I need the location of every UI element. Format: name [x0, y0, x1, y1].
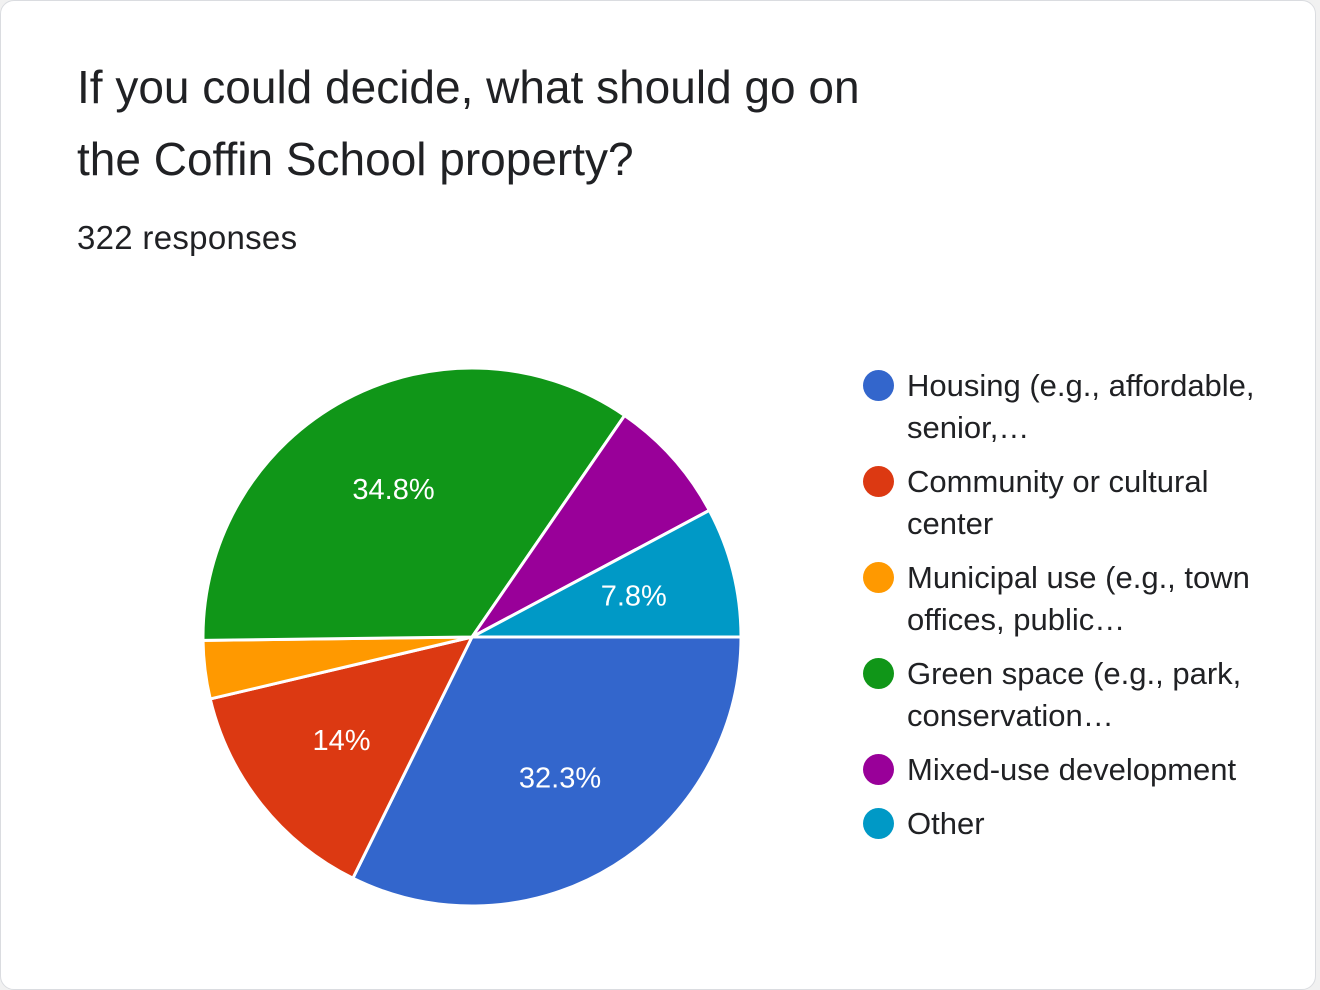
legend-item-housing[interactable]: Housing (e.g., affordable, senior,… — [861, 365, 1281, 449]
pie-slice-community[interactable] — [208, 635, 474, 880]
pie-data-label-green-space: 34.8% — [352, 474, 434, 506]
legend-label: Municipal use (e.g., town offices, publi… — [907, 560, 1250, 637]
legend-swatch-icon — [863, 466, 894, 497]
pie-slice-mixed-use[interactable] — [470, 413, 711, 639]
legend-swatch-icon — [863, 808, 894, 839]
chart-title: If you could decide, what should go on t… — [77, 61, 860, 185]
legend-swatch-icon — [863, 370, 894, 401]
legend-label: Housing (e.g., affordable, senior,… — [907, 368, 1255, 445]
legend-label: Other — [907, 806, 985, 841]
pie-data-label-community: 14% — [312, 725, 370, 757]
legend-label: Mixed-use development — [907, 752, 1237, 787]
legend-swatch-icon — [863, 658, 894, 689]
pie-data-label-other: 7.8% — [601, 581, 667, 613]
legend-swatch-icon — [863, 754, 894, 785]
legend-label: Community or cultural center — [907, 464, 1209, 541]
legend-item-mixed-use[interactable]: Mixed-use development — [861, 749, 1281, 791]
legend-item-green-space[interactable]: Green space (e.g., park, conservation… — [861, 653, 1281, 737]
pie-slice-green-space[interactable] — [201, 366, 627, 642]
pie-slices — [201, 366, 743, 908]
pie-data-labels: 32.3% 14% 34.8% 7.8% — [312, 474, 666, 795]
pie-slice-other[interactable] — [470, 508, 743, 639]
legend-label: Green space (e.g., park, conservation… — [907, 656, 1242, 733]
response-count: 322 responses — [77, 219, 298, 256]
legend-swatch-icon — [863, 562, 894, 593]
legend-item-other[interactable]: Other — [861, 803, 1281, 845]
legend-item-community[interactable]: Community or cultural center — [861, 461, 1281, 545]
pie-data-label-housing: 32.3% — [519, 763, 601, 795]
legend-item-municipal[interactable]: Municipal use (e.g., town offices, publi… — [861, 557, 1281, 641]
pie-slice-housing[interactable] — [351, 635, 743, 908]
chart-legend: Housing (e.g., affordable, senior,… Comm… — [861, 365, 1281, 857]
